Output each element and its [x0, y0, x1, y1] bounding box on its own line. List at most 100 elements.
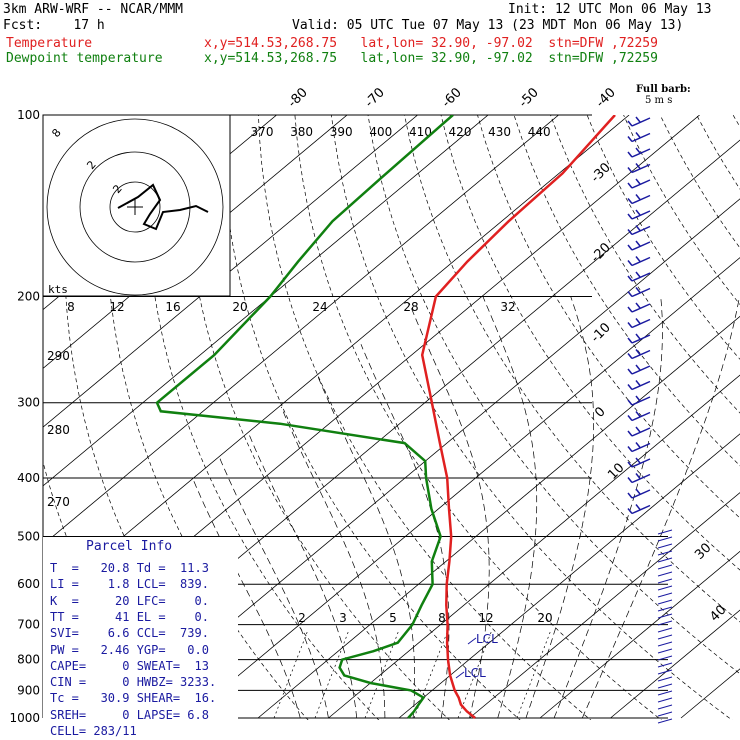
wind-barb — [627, 508, 633, 514]
wind-barb — [635, 504, 641, 510]
wind-barb-low — [657, 669, 673, 675]
theta-label: 280 — [47, 423, 70, 437]
wind-barb-low — [657, 529, 673, 535]
wind-barb — [635, 147, 641, 154]
wind-barb — [627, 306, 633, 313]
wind-barb-low — [657, 634, 673, 640]
wind-barb — [627, 213, 633, 220]
wind-barb — [635, 442, 641, 448]
wind-barb-low — [657, 718, 673, 724]
wind-barb — [631, 132, 651, 143]
wind-barb-low — [657, 550, 673, 556]
wind-barb — [635, 132, 641, 138]
mixing-ratio-line — [273, 629, 309, 719]
wind-barb — [627, 260, 633, 266]
wind-barb — [635, 225, 641, 231]
wind-barb-low — [657, 592, 673, 598]
wind-barb — [635, 426, 641, 433]
parcel-info-row: LI = 1.8 LCL= 839. — [50, 577, 209, 592]
mixing-ratio-label: 12 — [478, 611, 493, 625]
barb-legend-title: Full barb: — [636, 84, 691, 95]
moist-adiabat — [525, 296, 594, 719]
wind-barb-low — [657, 578, 673, 584]
wind-barb-low — [657, 564, 673, 570]
theta-label: 410 — [409, 125, 432, 139]
lcl-marker — [467, 637, 477, 645]
moist-adiabat — [280, 406, 386, 718]
wind-barb — [627, 136, 633, 142]
wind-barb — [635, 240, 641, 247]
mixing-ratio-line — [364, 629, 400, 719]
wind-barb — [627, 198, 633, 204]
theta-label: 380 — [290, 125, 313, 139]
theta-label: 270 — [47, 495, 70, 509]
isotherm-label: 30 — [692, 541, 714, 563]
wind-barb-low — [657, 536, 673, 542]
wind-barb-low — [657, 704, 673, 710]
hodograph-ring — [46, 118, 224, 296]
wind-barb-low — [657, 648, 673, 654]
dry-adiabat — [477, 115, 740, 519]
wind-barb-low — [657, 655, 673, 661]
hodograph-trace — [117, 183, 209, 231]
wind-barb — [635, 457, 641, 464]
isotherm-label: 0 — [592, 404, 608, 420]
dewpoint-line — [155, 115, 454, 719]
wind-barb-low — [657, 641, 673, 647]
isotherm-line — [257, 315, 740, 719]
wind-barb-low — [657, 571, 673, 577]
wind-barb — [627, 120, 633, 127]
wind-barb-low — [657, 557, 673, 563]
mixing-ratio-label: 2 — [298, 611, 306, 625]
parcel-info-row: CAPE= 0 SWEAT= 13 — [50, 658, 209, 673]
parcel-info-title: Parcel Info — [86, 539, 173, 554]
hodograph-panel: 822 — [42, 114, 231, 297]
parcel-info-row: CELL= 283/11 — [50, 724, 137, 738]
wind-barb-low — [657, 711, 673, 717]
wind-barb — [635, 364, 641, 371]
pressure-tick-label: 300 — [17, 396, 40, 410]
wind-barb — [635, 395, 641, 402]
dry-adiabat — [440, 115, 740, 571]
mixing-ratio-label: 3 — [339, 611, 347, 625]
wind-barb — [631, 303, 651, 313]
pressure-tick-label: 900 — [17, 683, 40, 697]
wind-barb — [627, 430, 633, 437]
speed-label: 24 — [312, 300, 327, 314]
dry-adiabat — [294, 115, 662, 720]
wind-barb — [627, 368, 633, 375]
wind-barb — [635, 287, 641, 293]
parcel-info-row: SREH= 0 LAPSE= 6.8 — [50, 707, 209, 722]
speed-label: 8 — [67, 300, 75, 314]
temperature-location: x,y=514.53,268.75 lat,lon= 32.90, -97.02… — [204, 36, 658, 51]
parcel-info-box — [43, 537, 238, 728]
dry-adiabat — [258, 115, 592, 720]
isotherm-label: -30 — [588, 160, 614, 186]
wind-barb — [635, 271, 641, 278]
isotherm-line — [328, 374, 740, 719]
wind-barb-low — [657, 585, 673, 591]
wind-barb-low — [657, 627, 673, 633]
wind-barb-low — [657, 620, 673, 626]
temperature-line — [420, 115, 616, 719]
theta-label: 370 — [251, 125, 274, 139]
wind-barb — [631, 210, 651, 220]
wind-barb — [631, 380, 651, 391]
lcl-marker — [455, 671, 465, 679]
wind-barb — [627, 337, 633, 344]
mixing-ratio-label: 8 — [438, 611, 446, 625]
isotherm-line — [469, 492, 740, 719]
dry-adiabat — [184, 115, 450, 720]
speed-label: 32 — [500, 300, 515, 314]
wind-barb — [631, 287, 651, 298]
wind-barb-low — [657, 690, 673, 696]
wind-barb — [635, 333, 641, 340]
wind-barb — [635, 116, 641, 123]
mixing-ratio-line — [457, 629, 493, 719]
isotherm-lines — [43, 115, 740, 719]
wind-barb — [627, 275, 633, 282]
wind-barb — [631, 365, 651, 375]
hodograph-units: kts — [48, 283, 68, 296]
pressure-tick-label: 800 — [17, 653, 40, 667]
mixing-ratio-label: 5 — [389, 611, 397, 625]
